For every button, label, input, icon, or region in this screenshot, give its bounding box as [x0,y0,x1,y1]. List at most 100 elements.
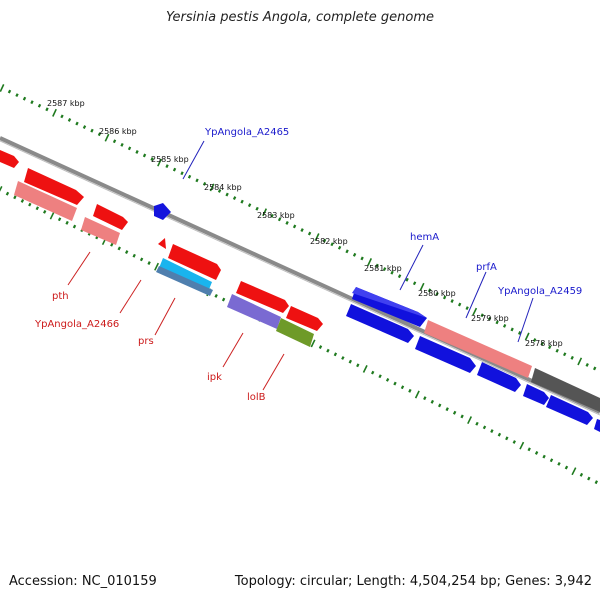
gene-label: YpAngola_A2466 [34,319,119,330]
minor-tick [15,93,19,97]
minor-tick [397,274,402,279]
backbone [0,136,600,416]
minor-tick [555,348,559,353]
minor-tick [512,440,516,444]
gene-red-5 [236,281,289,313]
minor-tick [72,224,77,229]
genome-summary-text: Topology: circular; Length: 4,504,254 bp… [234,574,592,589]
minor-tick [450,299,454,303]
minor-tick [385,378,390,382]
major-tick [154,262,160,271]
minor-tick [412,281,417,286]
gene-blue-r5 [546,395,593,425]
minor-tick [356,363,360,368]
scale-labels: 2587 kbp 2586 kbp 2585 kbp 2584 kbp 2583… [47,99,563,348]
minor-tick [532,338,537,342]
minor-tick [150,157,154,161]
minor-tick [5,191,10,196]
minor-tick [542,454,546,459]
minor-tick [22,96,27,101]
outer-tick-track [0,84,597,371]
scale-label: 2579 kbp [471,314,509,323]
minor-tick [490,429,494,433]
minor-tick [82,125,87,129]
major-tick [49,211,55,220]
gene-label: prs [138,336,154,347]
minor-tick [300,228,304,232]
scale-label: 2587 kbp [47,99,85,108]
minor-tick [557,462,561,466]
major-tick [314,233,320,242]
minor-tick [195,178,199,183]
minor-tick [217,189,222,193]
gene-steel [156,266,213,296]
minor-tick [480,313,484,318]
gene-ipk [227,294,281,329]
minor-tick [594,480,598,485]
gene-ypangola-a2465 [154,203,171,220]
minor-tick [139,257,144,262]
minor-tick [593,366,597,371]
major-tick [157,158,163,167]
major-tick [472,307,478,316]
minor-tick [30,100,34,105]
minor-tick [333,352,338,357]
minor-tick [221,297,226,302]
major-tick [577,357,583,366]
minor-tick [337,245,342,250]
gene-label: prfA [476,262,497,273]
minor-tick [67,118,72,122]
minor-tick [20,199,25,203]
major-tick [524,332,530,341]
minor-tick [90,128,94,133]
minor-tick [57,217,62,222]
scale-label: 2586 kbp [99,127,137,136]
minor-tick [405,277,409,282]
minor-tick [371,370,375,375]
major-tick [414,390,420,399]
minor-tick [255,206,259,211]
minor-tick [285,221,289,225]
gene-gray [531,368,600,412]
minor-tick [408,388,412,393]
gene-label: lolB [247,392,266,403]
minor-tick [117,246,121,251]
gene-label: YpAngola_A2459 [497,286,582,297]
minor-tick [326,348,330,353]
minor-tick [438,403,442,408]
major-tick [362,365,368,373]
minor-tick [75,121,79,126]
minor-tick [482,425,487,430]
minor-tick [378,374,382,379]
minor-tick [132,253,136,258]
minor-tick [127,146,132,151]
minor-tick [400,385,405,390]
minor-tick [60,114,64,119]
minor-tick [564,465,569,470]
minor-tick [495,320,499,325]
reverse-label-lines [67,251,285,391]
gene-blue-r6 [594,419,600,432]
major-tick [467,416,473,425]
minor-tick [45,107,49,112]
minor-tick [322,238,327,243]
minor-tick [165,164,169,169]
minor-tick [540,341,544,346]
minor-tick [505,436,509,441]
minor-tick [348,359,352,364]
scale-label: 2578 kbp [525,339,563,348]
minor-tick [360,256,364,261]
minor-tick [97,132,102,137]
gene-label: ipk [207,372,222,383]
reverse-blue-genes [346,304,600,432]
major-tick [310,339,316,348]
minor-tick [180,171,184,176]
minor-tick [120,142,124,147]
minor-tick [37,103,42,108]
minor-tick [502,323,507,328]
major-tick [0,186,3,192]
minor-tick [460,414,464,419]
gene-blue-r2 [415,336,476,373]
gene-red-4 [168,244,221,280]
